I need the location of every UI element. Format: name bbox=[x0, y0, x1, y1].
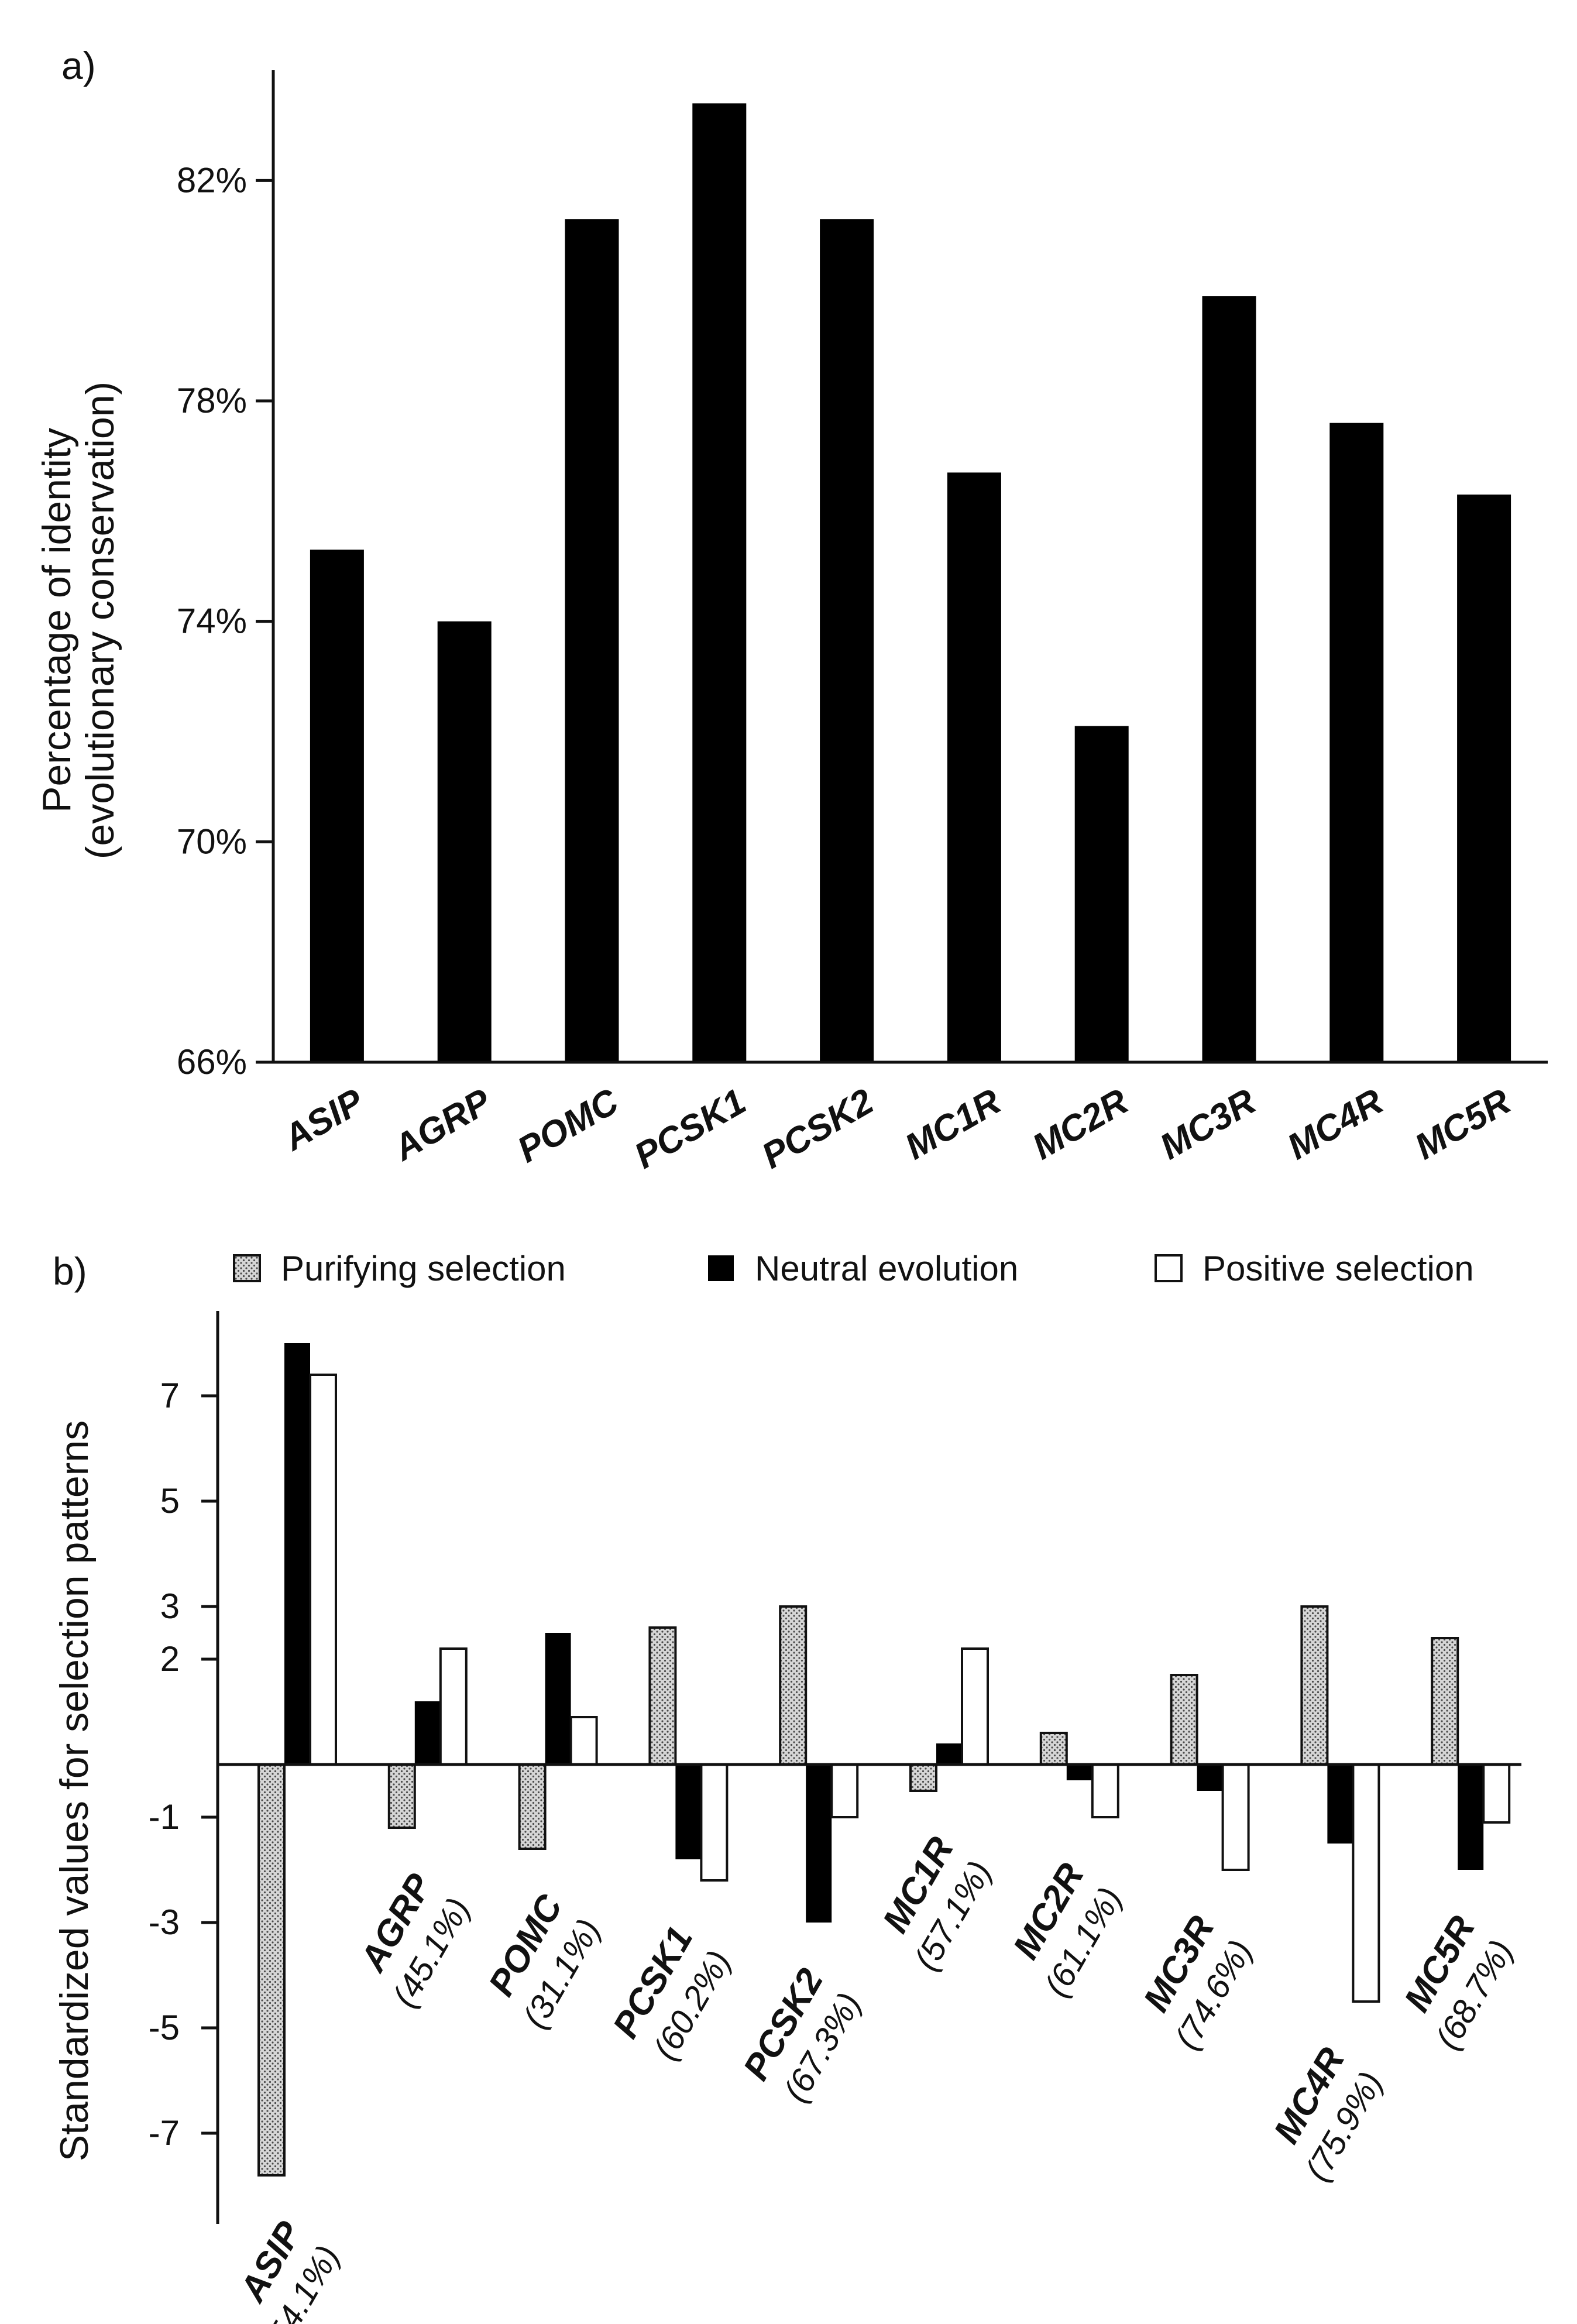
legend-label-purifying-selection: Purifying selection bbox=[281, 1249, 566, 1288]
panel-b-bar-pcsk2-positive-selection bbox=[830, 1763, 859, 1818]
panel-a-x-label-pomc: POMC bbox=[511, 1081, 626, 1170]
panel-b-bar-mc1r-purifying-selection bbox=[909, 1763, 937, 1792]
panel-b-bar-mc2r-neutral-evolution bbox=[1066, 1765, 1092, 1780]
panel-a-x-label-pcsk2: PCSK2 bbox=[755, 1081, 881, 1176]
panel-a-ylabel: Percentage of identity (evolutionary con… bbox=[35, 382, 122, 859]
panel-b-bar-mc2r-positive-selection bbox=[1091, 1763, 1119, 1818]
panel-a-x-label-asip: ASIP bbox=[276, 1081, 370, 1159]
panel-b-bar-pcsk2-neutral-evolution bbox=[806, 1765, 832, 1923]
panel-b-bar-pomc-neutral-evolution bbox=[545, 1633, 571, 1765]
panel-b-bar-mc4r-neutral-evolution bbox=[1327, 1765, 1353, 1844]
panel-a-x-label-mc5r: MC5R bbox=[1408, 1081, 1517, 1168]
panel-a-chart: a) Percentage of identity (evolutionary … bbox=[35, 44, 1548, 1176]
panel-b-y-tick-label: 7 bbox=[160, 1376, 180, 1415]
panel-b-bar-agrp-purifying-selection bbox=[387, 1763, 416, 1829]
panel-a-bars bbox=[310, 103, 1511, 1062]
panel-a-y-tick-label: 74% bbox=[177, 602, 247, 641]
panel-b-bar-pcsk2-purifying-selection bbox=[779, 1605, 808, 1766]
panel-a-bar-pomc bbox=[565, 219, 619, 1062]
panel-a-x-label-agrp: AGRP bbox=[386, 1081, 498, 1169]
panel-a-bar-mc1r bbox=[947, 472, 1001, 1062]
panel-a-x-tick-labels: ASIP AGRP POMC PCSK1 PCSK2 MC1R MC2R MC3R MC4R MC… bbox=[276, 1081, 1517, 1177]
panel-b-bar-mc5r-purifying-selection bbox=[1431, 1637, 1459, 1766]
panel-b-y-tick-label: -3 bbox=[149, 1903, 180, 1942]
panel-b-y-tick-label: 5 bbox=[160, 1481, 180, 1520]
panel-b-bar-mc1r-positive-selection bbox=[961, 1647, 989, 1766]
legend-swatch-positive-selection bbox=[1155, 1254, 1183, 1282]
panel-b-y-ticks: -7 -5 -3 -1 2 3 5 7 bbox=[149, 1376, 218, 2153]
panel-a-x-label-mc3r: MC3R bbox=[1153, 1081, 1263, 1168]
panel-a-y-ticks: 66% 70% 74% 78% 82% bbox=[177, 160, 273, 1082]
panel-a-y-tick-label: 66% bbox=[177, 1042, 247, 1082]
panel-b-bar-pomc-positive-selection bbox=[569, 1716, 598, 1766]
panel-b-bar-asip-positive-selection bbox=[309, 1374, 337, 1766]
legend-label-positive-selection: Positive selection bbox=[1202, 1249, 1474, 1288]
panel-a-bar-mc2r bbox=[1074, 726, 1129, 1062]
legend-swatch-neutral-evolution bbox=[708, 1255, 734, 1281]
panel-b-bar-pomc-purifying-selection bbox=[518, 1763, 547, 1850]
panel-a-bar-mc5r bbox=[1457, 495, 1511, 1062]
legend-label-neutral-evolution: Neutral evolution bbox=[755, 1249, 1018, 1288]
panel-a-bar-mc3r bbox=[1202, 296, 1256, 1062]
panel-a-x-label-mc4r: MC4R bbox=[1281, 1081, 1390, 1168]
panel-a-bar-agrp bbox=[437, 621, 492, 1062]
panel-b-y-tick-label: 3 bbox=[160, 1587, 180, 1626]
panel-b-y-tick-label: -7 bbox=[149, 2113, 180, 2153]
panel-b-bar-agrp-neutral-evolution bbox=[414, 1701, 441, 1765]
panel-a-bar-pcsk2 bbox=[820, 219, 874, 1062]
panel-b-legend: Purifying selection Neutral evolution Posi… bbox=[233, 1249, 1474, 1288]
panel-b-bar-mc2r-purifying-selection bbox=[1039, 1732, 1068, 1766]
panel-b-bar-pcsk1-neutral-evolution bbox=[675, 1765, 702, 1859]
panel-b-bar-asip-neutral-evolution bbox=[284, 1343, 310, 1765]
panel-a-y-tick-label: 78% bbox=[177, 381, 247, 420]
panel-a-ylabel-line2: (evolutionary conservation) bbox=[78, 382, 122, 859]
legend-swatch-purifying-selection bbox=[233, 1254, 261, 1282]
panel-a-bar-asip bbox=[310, 550, 364, 1062]
panel-b-y-tick-label: 2 bbox=[160, 1639, 180, 1678]
panel-b-y-tick-label: -5 bbox=[149, 2008, 180, 2047]
panel-a-y-tick-label: 70% bbox=[177, 822, 247, 861]
panel-b-bar-agrp-positive-selection bbox=[439, 1647, 468, 1766]
panel-b-label: b) bbox=[53, 1249, 87, 1293]
panel-b-bar-pcsk1-purifying-selection bbox=[648, 1626, 677, 1766]
panel-b-bar-mc3r-neutral-evolution bbox=[1197, 1765, 1223, 1791]
panel-a-label: a) bbox=[61, 44, 96, 87]
panel-b-bar-pcsk1-positive-selection bbox=[700, 1763, 729, 1882]
panel-a-bar-mc4r bbox=[1329, 423, 1384, 1062]
panel-b-ylabel: Standardized values for selection patter… bbox=[52, 1420, 97, 2161]
panel-a-y-tick-label: 82% bbox=[177, 160, 247, 200]
panel-a-bar-pcsk1 bbox=[692, 103, 747, 1062]
panel-b-bar-asip-purifying-selection bbox=[257, 1763, 286, 2177]
panel-a-x-label-mc2r: MC2R bbox=[1026, 1081, 1135, 1168]
panel-b-y-tick-label: -1 bbox=[149, 1797, 180, 1836]
panel-b-bar-mc3r-purifying-selection bbox=[1170, 1674, 1198, 1766]
panel-b-bar-mc1r-neutral-evolution bbox=[936, 1743, 962, 1765]
panel-a-x-label-pcsk1: PCSK1 bbox=[628, 1081, 753, 1176]
panel-b-bar-mc3r-positive-selection bbox=[1221, 1763, 1250, 1871]
panel-b-bar-mc4r-positive-selection bbox=[1352, 1763, 1380, 2003]
panel-b-bar-mc5r-positive-selection bbox=[1482, 1763, 1511, 1824]
panel-b-x-tick-labels: ASIP(54.1%)AGRP(45.1%) POMC(31.1%)PCSK1(6… bbox=[232, 1830, 1520, 2324]
panel-b-bar-mc5r-neutral-evolution bbox=[1458, 1765, 1484, 1870]
panel-a-x-label-mc1r: MC1R bbox=[898, 1081, 1008, 1168]
panel-b-bar-mc4r-purifying-selection bbox=[1300, 1605, 1329, 1766]
panel-b-chart: b) Purifying selection Neutral evolution P… bbox=[52, 1249, 1521, 2324]
panel-a-ylabel-line1: Percentage of identity bbox=[35, 428, 79, 813]
